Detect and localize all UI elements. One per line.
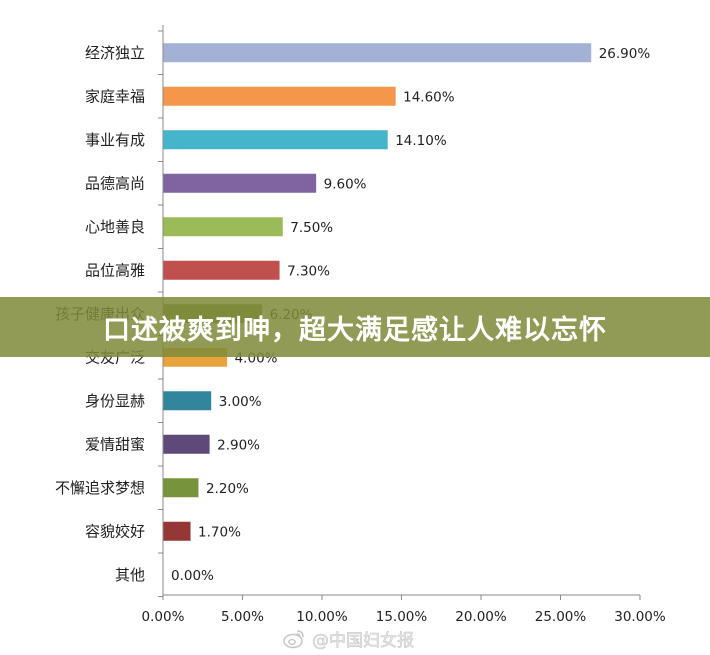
- bar: [163, 391, 212, 411]
- value-label: 14.10%: [395, 133, 447, 149]
- value-label: 1.70%: [198, 524, 241, 540]
- x-tick-label: 0.00%: [142, 609, 185, 625]
- x-tick-labels: 0.00% 5.00% 10.00% 15.00% 20.00% 25.00% 30.00%: [142, 609, 666, 625]
- x-tick-label: 25.00%: [535, 609, 587, 625]
- category-label: 品位高雅: [85, 261, 145, 279]
- bar: [163, 217, 283, 237]
- x-tick-label: 15.00%: [376, 609, 428, 625]
- bars-group: [163, 43, 592, 541]
- bar: [163, 434, 210, 454]
- bar: [163, 43, 592, 63]
- value-label: 7.50%: [290, 220, 333, 236]
- category-label: 经济独立: [85, 44, 145, 62]
- category-label: 心地善良: [85, 218, 145, 236]
- banner-title: 口述被爽到呻，超大满足感让人难以忘怀: [103, 314, 607, 346]
- category-label: 不懈追求梦想: [55, 479, 145, 497]
- value-label: 0.00%: [171, 568, 214, 584]
- bar: [163, 86, 396, 106]
- category-label: 容貌姣好: [85, 522, 145, 540]
- weibo-icon: [283, 630, 304, 649]
- value-label: 26.90%: [599, 46, 651, 62]
- x-tick-label: 5.00%: [221, 609, 264, 625]
- value-label: 2.90%: [217, 437, 260, 453]
- value-label: 2.20%: [206, 481, 249, 497]
- bar: [163, 173, 317, 193]
- bar: [163, 260, 280, 280]
- category-label: 家庭幸福: [85, 87, 145, 105]
- category-label: 其他: [115, 566, 145, 584]
- x-tick-label: 10.00%: [296, 609, 348, 625]
- value-label: 3.00%: [219, 394, 262, 410]
- x-tick-label: 20.00%: [455, 609, 507, 625]
- x-tick-label: 30.00%: [614, 609, 666, 625]
- bar: [163, 130, 388, 150]
- category-label: 爱情甜蜜: [85, 435, 145, 453]
- bar: [163, 478, 199, 498]
- category-label: 事业有成: [85, 131, 145, 149]
- value-label: 7.30%: [287, 263, 330, 279]
- value-label: 9.60%: [324, 176, 367, 192]
- watermark: @中国妇女报: [282, 624, 442, 652]
- value-labels: 26.90%14.60%14.10%9.60%7.50%7.30%6.20%4.…: [171, 46, 650, 584]
- category-label: 品德高尚: [85, 174, 145, 192]
- overlay-banner: 口述被爽到呻，超大满足感让人难以忘怀: [0, 297, 710, 357]
- value-label: 14.60%: [403, 89, 455, 105]
- bar: [163, 521, 191, 541]
- category-label: 身份显赫: [85, 392, 145, 410]
- watermark-text: @中国妇女报: [312, 630, 415, 651]
